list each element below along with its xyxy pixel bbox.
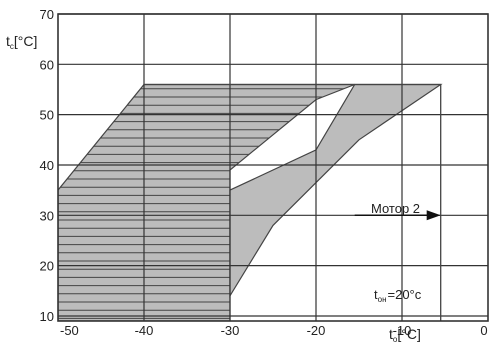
y-tick-label: 40: [40, 158, 54, 173]
toh-value: =20°c: [388, 287, 422, 302]
y-axis-label: tc[°C]: [6, 33, 37, 51]
toh-annotation: tон=20°c: [374, 287, 422, 304]
motor-arrow: [354, 210, 441, 221]
x-tick-label: -20: [307, 323, 326, 338]
motor-label: Мотор 2: [371, 201, 420, 216]
x-axis-label-unit: [°C]: [397, 326, 421, 342]
y-axis-label-sub: c: [10, 42, 14, 51]
motor-arrow-head: [426, 210, 441, 221]
y-tick-label: 60: [40, 57, 54, 72]
toh-main: t: [374, 287, 378, 302]
y-tick-label: 20: [40, 259, 54, 274]
x-axis-label-sub: o: [393, 335, 398, 344]
gray-region: [229, 83, 443, 298]
boundary-layer: [144, 83, 442, 321]
plot-frame: [57, 13, 489, 322]
x-axis-label: to[°C]: [389, 326, 421, 344]
y-tick-label: 50: [40, 108, 54, 123]
toh-sub: он: [378, 295, 387, 304]
envelope-boundary-line: [144, 83, 442, 321]
x-tick-label: -50: [60, 323, 79, 338]
x-tick-label: -40: [135, 323, 154, 338]
y-axis-label-unit: [°C]: [14, 33, 38, 49]
tick-labels: -50 -40 -30 -20 -10 0 10 20 30 40 50 60 70: [40, 7, 488, 338]
x-tick-label: 0: [480, 323, 487, 338]
y-tick-label: 10: [40, 309, 54, 324]
y-axis-label-main: t: [6, 33, 10, 49]
x-tick-label: -30: [221, 323, 240, 338]
x-axis-label-main: t: [389, 326, 393, 342]
x-tick-label: -10: [393, 323, 412, 338]
y-tick-label: 30: [40, 208, 54, 223]
y-tick-label: 70: [40, 7, 54, 22]
